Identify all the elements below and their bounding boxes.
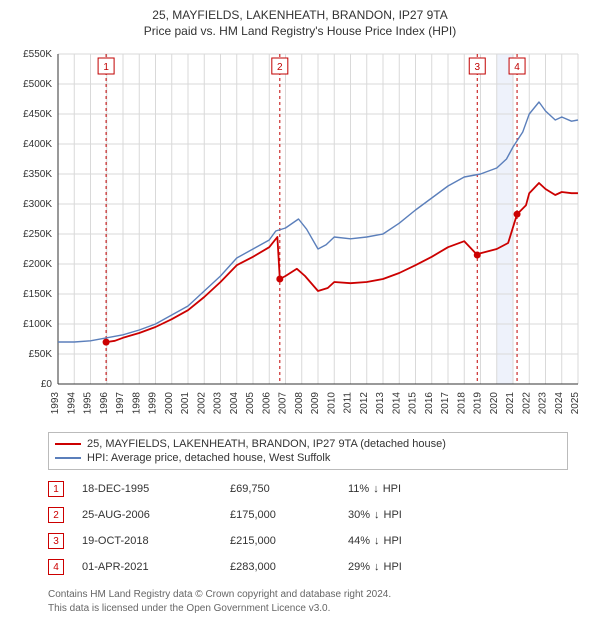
svg-text:1994: 1994 bbox=[66, 392, 77, 415]
event-date: 01-APR-2021 bbox=[82, 561, 212, 573]
svg-text:2014: 2014 bbox=[391, 392, 402, 415]
svg-text:1995: 1995 bbox=[83, 392, 94, 415]
svg-text:2005: 2005 bbox=[245, 392, 256, 415]
svg-text:1997: 1997 bbox=[115, 392, 126, 415]
event-row: 2 25-AUG-2006 £175,000 30% ↓ HPI bbox=[48, 502, 568, 528]
svg-text:£450K: £450K bbox=[23, 109, 52, 120]
svg-text:2024: 2024 bbox=[554, 392, 565, 415]
svg-text:2013: 2013 bbox=[375, 392, 386, 415]
legend-swatch bbox=[55, 443, 81, 445]
svg-text:2004: 2004 bbox=[229, 392, 240, 415]
svg-text:2025: 2025 bbox=[570, 392, 581, 415]
svg-text:1993: 1993 bbox=[50, 392, 61, 415]
svg-text:1999: 1999 bbox=[148, 392, 159, 415]
event-number-box: 1 bbox=[48, 481, 64, 497]
svg-text:1996: 1996 bbox=[99, 392, 110, 415]
title-line-2: Price paid vs. HM Land Registry's House … bbox=[8, 24, 592, 38]
event-delta: 30% ↓ HPI bbox=[348, 509, 402, 521]
svg-text:2007: 2007 bbox=[278, 392, 289, 415]
event-price: £69,750 bbox=[230, 483, 330, 495]
svg-text:£350K: £350K bbox=[23, 169, 52, 180]
event-number-box: 4 bbox=[48, 559, 64, 575]
chart-titles: 25, MAYFIELDS, LAKENHEATH, BRANDON, IP27… bbox=[8, 8, 592, 38]
credit-line: This data is licensed under the Open Gov… bbox=[48, 602, 568, 616]
svg-text:2006: 2006 bbox=[261, 392, 272, 415]
event-delta: 11% ↓ HPI bbox=[348, 483, 401, 495]
event-date: 18-DEC-1995 bbox=[82, 483, 212, 495]
svg-text:2021: 2021 bbox=[505, 392, 516, 415]
svg-text:£200K: £200K bbox=[23, 259, 52, 270]
title-line-1: 25, MAYFIELDS, LAKENHEATH, BRANDON, IP27… bbox=[8, 8, 592, 22]
legend-item: HPI: Average price, detached house, West… bbox=[55, 451, 561, 465]
event-number-box: 2 bbox=[48, 507, 64, 523]
credit-text: Contains HM Land Registry data © Crown c… bbox=[48, 588, 568, 615]
svg-text:2010: 2010 bbox=[326, 392, 337, 415]
event-date: 19-OCT-2018 bbox=[82, 535, 212, 547]
svg-text:£300K: £300K bbox=[23, 199, 52, 210]
svg-text:£150K: £150K bbox=[23, 289, 52, 300]
svg-text:£0: £0 bbox=[41, 379, 53, 390]
svg-text:£550K: £550K bbox=[23, 49, 52, 60]
svg-text:2018: 2018 bbox=[456, 392, 467, 415]
svg-text:2012: 2012 bbox=[359, 392, 370, 415]
event-delta: 29% ↓ HPI bbox=[348, 561, 402, 573]
svg-text:£500K: £500K bbox=[23, 79, 52, 90]
event-number-box: 3 bbox=[48, 533, 64, 549]
svg-text:1998: 1998 bbox=[131, 392, 142, 415]
svg-text:2: 2 bbox=[277, 62, 283, 73]
event-delta: 44% ↓ HPI bbox=[348, 535, 402, 547]
svg-text:2023: 2023 bbox=[538, 392, 549, 415]
svg-text:4: 4 bbox=[514, 62, 520, 73]
event-row: 3 19-OCT-2018 £215,000 44% ↓ HPI bbox=[48, 528, 568, 554]
event-row: 4 01-APR-2021 £283,000 29% ↓ HPI bbox=[48, 554, 568, 580]
svg-text:2019: 2019 bbox=[473, 392, 484, 415]
svg-text:2015: 2015 bbox=[408, 392, 419, 415]
event-row: 1 18-DEC-1995 £69,750 11% ↓ HPI bbox=[48, 476, 568, 502]
svg-text:2008: 2008 bbox=[294, 392, 305, 415]
svg-text:2000: 2000 bbox=[164, 392, 175, 415]
svg-text:2017: 2017 bbox=[440, 392, 451, 415]
svg-text:2002: 2002 bbox=[196, 392, 207, 415]
legend-label: HPI: Average price, detached house, West… bbox=[87, 452, 330, 464]
event-price: £283,000 bbox=[230, 561, 330, 573]
svg-text:£400K: £400K bbox=[23, 139, 52, 150]
event-price: £215,000 bbox=[230, 535, 330, 547]
arrow-down-icon: ↓ bbox=[373, 483, 379, 495]
event-date: 25-AUG-2006 bbox=[82, 509, 212, 521]
legend-label: 25, MAYFIELDS, LAKENHEATH, BRANDON, IP27… bbox=[87, 438, 446, 450]
legend-swatch bbox=[55, 457, 81, 459]
svg-text:2011: 2011 bbox=[343, 392, 354, 414]
legend-box: 25, MAYFIELDS, LAKENHEATH, BRANDON, IP27… bbox=[48, 432, 568, 470]
svg-text:2003: 2003 bbox=[213, 392, 224, 415]
svg-text:£250K: £250K bbox=[23, 229, 52, 240]
svg-text:£50K: £50K bbox=[29, 349, 53, 360]
svg-text:2009: 2009 bbox=[310, 392, 321, 415]
legend-item: 25, MAYFIELDS, LAKENHEATH, BRANDON, IP27… bbox=[55, 437, 561, 451]
svg-text:1: 1 bbox=[103, 62, 109, 73]
svg-text:2016: 2016 bbox=[424, 392, 435, 415]
credit-line: Contains HM Land Registry data © Crown c… bbox=[48, 588, 568, 602]
chart-svg: £0 £50K £100K £150K £200K £250K £300K £350K £400… bbox=[8, 44, 592, 424]
svg-text:£100K: £100K bbox=[23, 319, 52, 330]
price-chart: £0 £50K £100K £150K £200K £250K £300K £350K £400… bbox=[8, 44, 592, 424]
events-table: 1 18-DEC-1995 £69,750 11% ↓ HPI 2 25-AUG… bbox=[48, 476, 568, 580]
event-price: £175,000 bbox=[230, 509, 330, 521]
arrow-down-icon: ↓ bbox=[374, 509, 380, 521]
svg-text:2020: 2020 bbox=[489, 392, 500, 415]
svg-text:2022: 2022 bbox=[521, 392, 532, 415]
arrow-down-icon: ↓ bbox=[374, 561, 380, 573]
arrow-down-icon: ↓ bbox=[374, 535, 380, 547]
svg-text:3: 3 bbox=[474, 62, 480, 73]
svg-text:2001: 2001 bbox=[180, 392, 191, 415]
